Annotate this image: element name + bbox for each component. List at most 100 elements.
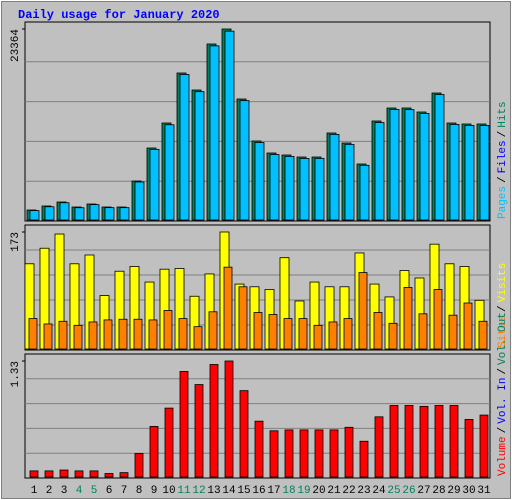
- x-tick-label: 26: [402, 485, 415, 497]
- x-tick-label: 29: [447, 485, 460, 497]
- bar: [449, 405, 459, 478]
- bar: [164, 407, 174, 478]
- bar: [269, 154, 280, 221]
- x-tick-label: 25: [387, 485, 400, 497]
- bar: [404, 109, 415, 221]
- bar: [133, 318, 143, 350]
- legend-entry: Files: [497, 140, 509, 173]
- bar: [464, 125, 475, 221]
- bar: [103, 319, 113, 350]
- legend-separator: /: [497, 176, 509, 183]
- bar: [373, 312, 383, 350]
- x-tick-label: 10: [162, 485, 175, 497]
- bar: [88, 321, 98, 350]
- bar: [329, 134, 340, 221]
- bar: [118, 318, 128, 350]
- bar: [149, 148, 160, 221]
- bar: [74, 207, 85, 221]
- x-tick-label: 17: [267, 485, 280, 497]
- bar: [164, 124, 175, 221]
- x-tick-label: 30: [462, 485, 475, 497]
- x-tick-label: 14: [222, 485, 236, 497]
- bar: [389, 405, 399, 478]
- x-tick-label: 31: [477, 485, 491, 497]
- bar: [148, 319, 158, 350]
- bar: [419, 405, 429, 478]
- x-tick-label: 15: [237, 485, 250, 497]
- bar: [388, 322, 398, 350]
- bar: [149, 426, 159, 478]
- bar: [299, 158, 310, 221]
- legend-entry: Hits: [497, 101, 509, 127]
- x-tick-label: 3: [61, 485, 68, 497]
- bar: [389, 109, 400, 221]
- bar: [419, 112, 430, 221]
- x-tick-label: 8: [136, 485, 143, 497]
- bar: [29, 470, 39, 478]
- bar: [59, 469, 69, 478]
- bar: [463, 302, 473, 350]
- x-tick-label: 11: [177, 485, 191, 497]
- bar: [29, 210, 40, 221]
- bar: [178, 318, 188, 350]
- bar: [134, 453, 144, 478]
- bar: [194, 91, 205, 221]
- bar: [434, 405, 444, 478]
- legend-separator: /: [497, 131, 509, 138]
- bar: [328, 321, 338, 350]
- x-tick-label: 21: [327, 485, 341, 497]
- bar: [299, 429, 309, 478]
- bar: [254, 420, 264, 478]
- bar: [44, 206, 55, 221]
- bar: [464, 419, 474, 478]
- bar: [89, 204, 100, 221]
- bar: [239, 390, 249, 478]
- x-tick-label: 28: [432, 485, 445, 497]
- bar: [43, 323, 53, 350]
- bar: [358, 272, 368, 350]
- bar: [284, 155, 295, 221]
- legend-separator: /: [497, 368, 509, 375]
- y-tick-label: 23364: [10, 29, 22, 62]
- legend-entry: Pages: [497, 186, 509, 219]
- bar: [418, 313, 428, 350]
- bar: [104, 473, 114, 478]
- bar: [343, 318, 353, 350]
- bar: [344, 426, 354, 478]
- legend-entry: Visits: [497, 263, 509, 303]
- bar: [179, 74, 190, 221]
- bar: [179, 371, 189, 478]
- x-tick-label: 24: [372, 485, 386, 497]
- x-tick-label: 19: [297, 485, 310, 497]
- bar: [238, 286, 248, 350]
- bar: [194, 384, 204, 478]
- legend-entry: Vol. In: [497, 378, 509, 424]
- bar: [58, 320, 68, 350]
- bar: [254, 142, 265, 221]
- x-tick-label: 7: [121, 485, 128, 497]
- x-tick-label: 9: [151, 485, 158, 497]
- legend-entry: Vol. Out: [497, 312, 509, 365]
- bar: [314, 429, 324, 478]
- bar: [314, 157, 325, 221]
- legend-entry: Sites: [497, 315, 509, 348]
- legend: Pages / Files / Hits: [497, 101, 509, 219]
- bar: [59, 202, 70, 221]
- y-tick-label: 173: [10, 232, 22, 252]
- bar: [478, 320, 488, 350]
- x-tick-label: 1: [31, 485, 38, 497]
- bar: [224, 360, 234, 478]
- bar: [44, 470, 54, 478]
- x-tick-label: 6: [106, 485, 113, 497]
- bar: [74, 470, 84, 478]
- x-tick-label: 2: [46, 485, 53, 497]
- x-tick-label: 18: [282, 485, 295, 497]
- legend: Volume / Vol. In / Vol. Out: [497, 312, 509, 476]
- bar: [119, 472, 129, 478]
- bar: [404, 405, 414, 478]
- bar: [449, 124, 460, 221]
- bar: [284, 429, 294, 478]
- bar: [268, 314, 278, 350]
- legend-entry: Volume: [497, 436, 509, 476]
